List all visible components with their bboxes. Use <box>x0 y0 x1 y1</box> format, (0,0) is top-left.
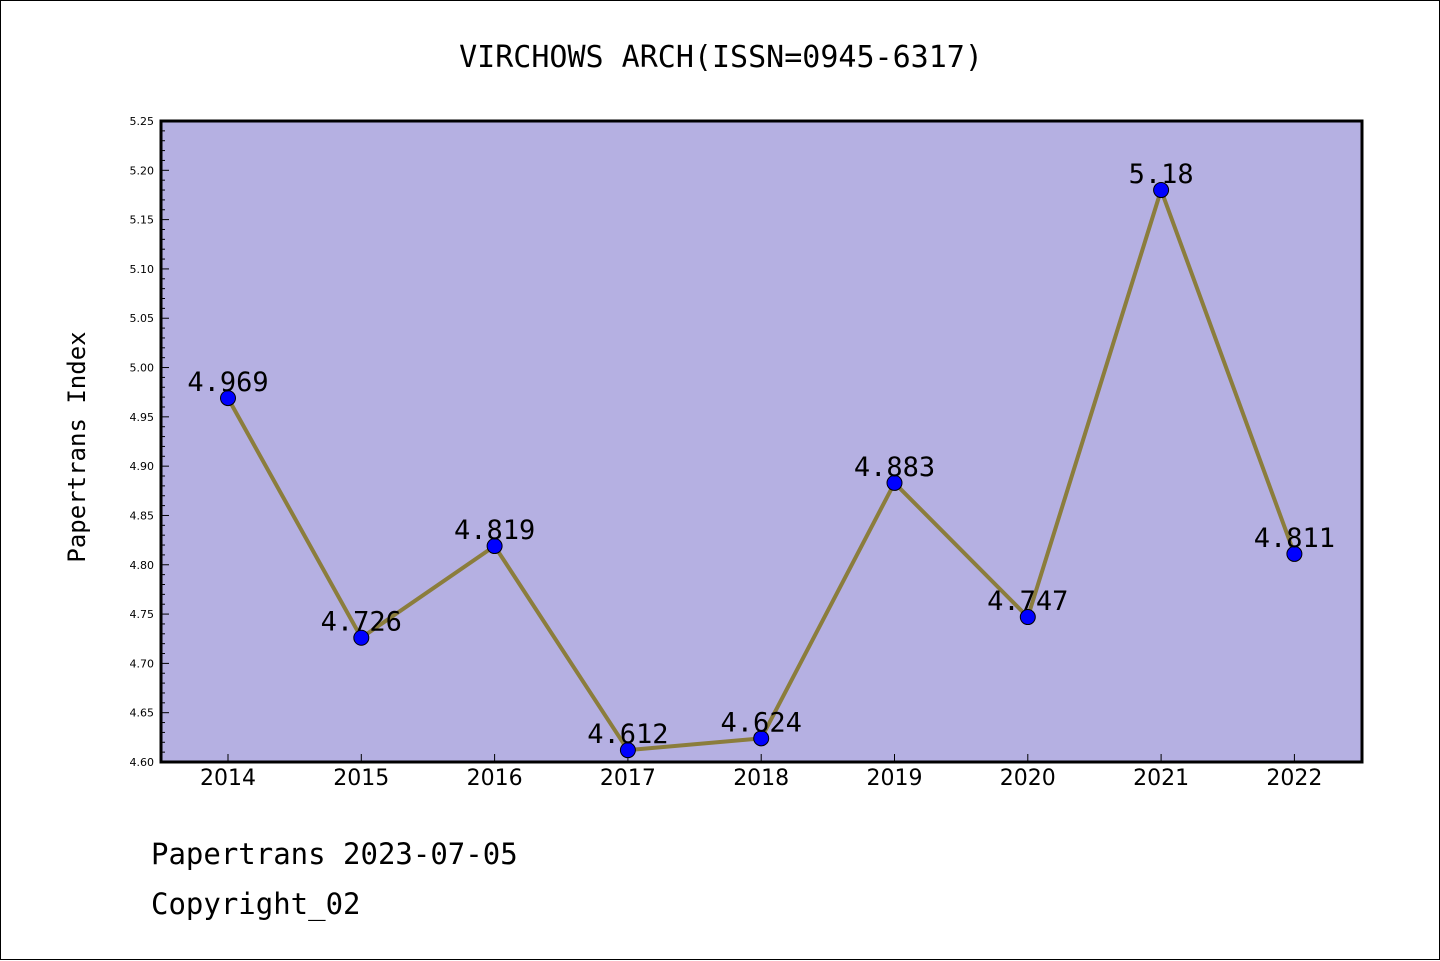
data-point <box>220 390 236 407</box>
chart-title: VIRCHOWS ARCH(ISSN=0945-6317) <box>459 40 983 75</box>
y-tick-label: 5.20 <box>130 164 155 177</box>
x-tick-label: 2018 <box>733 766 789 791</box>
data-label: 4.819 <box>454 515 535 546</box>
data-label: 4.726 <box>321 607 402 638</box>
data-label: 4.747 <box>987 586 1068 617</box>
y-tick-label: 4.70 <box>130 657 155 670</box>
y-tick-label: 5.00 <box>130 362 155 375</box>
data-point <box>619 742 636 759</box>
y-tick-label: 5.05 <box>130 312 155 325</box>
x-tick-label: 2017 <box>600 766 656 791</box>
data-point <box>753 730 770 747</box>
y-tick-label: 4.60 <box>130 756 155 769</box>
data-label: 5.18 <box>1129 159 1194 190</box>
data-label: 4.883 <box>854 452 935 483</box>
y-tick-label: 5.25 <box>130 115 155 128</box>
y-tick-label: 5.10 <box>130 263 155 276</box>
data-labels: 4.969 4.726 4.819 4.612 4.624 4.883 4.747 5.18 4… <box>187 159 1335 750</box>
data-label: 4.612 <box>587 719 668 750</box>
y-tick-label: 5.15 <box>130 214 155 227</box>
data-point <box>1286 545 1303 562</box>
x-tick-label: 2014 <box>200 766 256 791</box>
y-tick-label: 4.95 <box>130 411 155 424</box>
plot-area <box>161 121 1362 762</box>
x-tick-label: 2022 <box>1266 766 1322 791</box>
data-markers <box>220 182 1303 759</box>
y-tick-label: 4.65 <box>130 707 155 720</box>
x-axis: 2014 2015 2016 2017 2018 2019 2020 2021 2022 <box>200 754 1322 791</box>
data-point <box>1153 182 1170 199</box>
data-label: 4.969 <box>187 367 268 398</box>
data-label: 4.624 <box>721 707 802 738</box>
data-point <box>1019 609 1036 626</box>
plot-border <box>159 119 1364 764</box>
footer-date: Papertrans 2023-07-05 <box>151 837 518 871</box>
data-label: 4.811 <box>1254 523 1335 554</box>
x-tick-label: 2021 <box>1133 766 1189 791</box>
y-axis-label: Papertrans Index <box>63 331 91 562</box>
data-point <box>486 538 503 555</box>
footer-copyright: Copyright_02 <box>151 887 361 921</box>
x-tick-label: 2016 <box>467 766 523 791</box>
y-tick-label: 4.80 <box>130 559 155 572</box>
y-tick-label: 4.85 <box>130 509 155 522</box>
y-tick-label: 4.75 <box>130 608 155 621</box>
data-point <box>886 474 903 491</box>
x-tick-label: 2020 <box>1000 766 1056 791</box>
x-tick-label: 2019 <box>867 766 923 791</box>
x-tick-label: 2015 <box>333 766 389 791</box>
data-point <box>353 629 370 646</box>
y-tick-label: 4.90 <box>130 460 155 473</box>
